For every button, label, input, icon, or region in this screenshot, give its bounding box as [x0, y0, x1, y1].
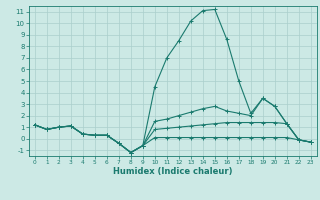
X-axis label: Humidex (Indice chaleur): Humidex (Indice chaleur): [113, 167, 233, 176]
